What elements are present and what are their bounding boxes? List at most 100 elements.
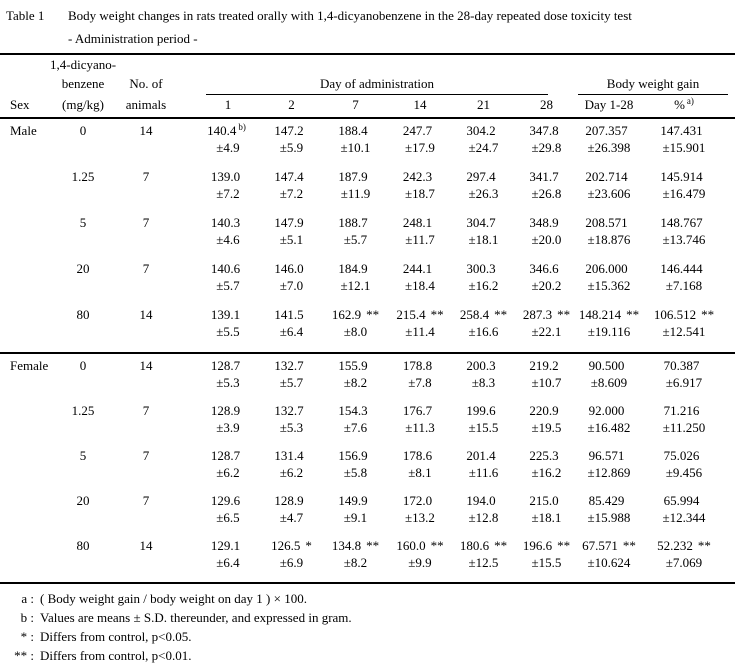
header-dose-line1: 1,4-dicyano- <box>50 57 117 72</box>
header-line-2: benzene No. of Day of administration Bod… <box>0 74 730 95</box>
significance-mark: ** <box>701 307 715 322</box>
value-cell-day7: 155.9 ±8.2 <box>323 357 388 391</box>
sd-value: ±20.0 <box>531 232 562 247</box>
sd-value: ±3.9 <box>216 420 240 435</box>
value-cell-day21: 258.4 ** ±16.6 <box>452 306 515 340</box>
footnote-b-text: Values are means ± S.D. thereunder, and … <box>40 610 352 625</box>
table-title: Body weight changes in rats treated oral… <box>68 8 632 23</box>
header-dose-line2: benzene <box>61 76 105 91</box>
value-cell-day14: 247.7 ±17.9 <box>388 122 452 156</box>
value-cell-day1: 139.1 ±5.5 <box>196 306 260 340</box>
mean-value: 244.1 <box>402 261 433 276</box>
significance-mark: ** <box>366 307 380 322</box>
value-cell-day28: 215.0 ±18.1 <box>515 492 578 526</box>
sd-value: ±6.2 <box>279 465 304 480</box>
mean-value: 304.2 <box>466 123 496 138</box>
sd-value: ±15.362 <box>587 278 631 293</box>
sd-value: ±18.7 <box>405 186 435 201</box>
sd-value: ±19.116 <box>587 324 631 339</box>
mean-value: 187.9 <box>338 169 368 184</box>
mean-value: 140.6 <box>210 261 241 276</box>
mean-value: 140.4 <box>207 123 237 138</box>
value-cell-day14: 160.0 ** ±9.9 <box>388 537 452 571</box>
mean-value: 52.232 <box>657 538 693 553</box>
sd-value: ±20.2 <box>531 278 562 293</box>
value-cell-day1: 139.0 ±7.2 <box>196 168 260 202</box>
mean-value: 248.1 <box>402 215 433 230</box>
value-cell-gain: 85.429 ±15.988 <box>578 492 640 526</box>
percent-footnote-mark: a) <box>686 95 694 106</box>
value-cell-day7: 156.9 ±5.8 <box>323 447 388 481</box>
sd-value: ±12.344 <box>662 510 706 525</box>
mean-value: 90.500 <box>588 358 625 373</box>
value-cell-day2: 132.7 ±5.7 <box>260 357 323 391</box>
value-cell-day2: 131.4 ±6.2 <box>260 447 323 481</box>
table-row: 80 14 129.1 ±6.4 126.5 * ±6.9 134.8 ** ±8.… <box>0 537 730 582</box>
sd-value: ±8.2 <box>343 375 368 390</box>
footnote-mark: b) <box>238 121 246 132</box>
sd-value: ±12.1 <box>340 278 371 293</box>
sd-value: ±11.4 <box>405 324 435 339</box>
mean-value: 200.3 <box>466 358 496 373</box>
value-cell-percent: 65.994 ±12.344 <box>640 492 728 526</box>
value-cell-day1: 129.6 ±6.5 <box>196 492 260 526</box>
footnote-rule <box>0 582 735 584</box>
sd-value: ±26.398 <box>587 140 631 155</box>
value-cell-day1: 140.6 ±5.7 <box>196 260 260 294</box>
sd-value: ±15.901 <box>662 140 706 155</box>
value-cell-day21: 304.2 ±24.7 <box>452 122 515 156</box>
mean-value: 206.000 <box>585 261 628 276</box>
header-sex: Sex <box>10 97 30 112</box>
value-cell-day21: 201.4 ±11.6 <box>452 447 515 481</box>
value-cell-percent: 70.387 ±6.917 <box>640 357 728 391</box>
animal-count: 7 <box>142 261 150 276</box>
mean-value: 156.9 <box>338 448 368 463</box>
header-day-2: 2 <box>288 97 295 112</box>
header-day-28: 28 <box>540 97 553 112</box>
sd-value: ±9.9 <box>408 555 432 570</box>
header-animals-line1: No. of <box>129 76 163 91</box>
mean-value: 141.5 <box>274 307 304 322</box>
mean-value: 131.4 <box>274 448 304 463</box>
value-cell-day14: 172.0 ±13.2 <box>388 492 452 526</box>
value-cell-day2: 132.7 ±5.3 <box>260 402 323 436</box>
table-row: Male 0 14 140.4 b) ±4.9 147.2 ±5.9 188.4 … <box>0 122 730 168</box>
mean-value: 162.9 <box>331 307 362 322</box>
mean-value: 207.357 <box>585 123 628 138</box>
mean-value: 147.9 <box>274 215 304 230</box>
dose-value: 1.25 <box>71 169 95 184</box>
header-day-1-28: Day 1-28 <box>584 97 634 112</box>
sd-value: ±7.069 <box>665 555 703 570</box>
sd-value: ±10.624 <box>587 555 631 570</box>
mean-value: 149.9 <box>338 493 368 508</box>
mean-value: 128.7 <box>210 448 241 463</box>
mean-value: 208.571 <box>585 215 628 230</box>
mean-value: 219.2 <box>529 358 559 373</box>
value-cell-day1: 128.7 ±5.3 <box>196 357 260 391</box>
mean-value: 287.3 <box>522 307 553 322</box>
sd-value: ±7.8 <box>408 375 432 390</box>
header-percent: % a) <box>640 95 728 117</box>
header-dose-unit: (mg/kg) <box>62 97 104 112</box>
sd-value: ±11.6 <box>468 465 499 480</box>
sd-value: ±15.5 <box>531 555 562 570</box>
value-cell-day1: 128.7 ±6.2 <box>196 447 260 481</box>
value-cell-day21: 300.3 ±16.2 <box>452 260 515 294</box>
section-female: Female 0 14 128.7 ±5.3 132.7 ±5.7 155.9 … <box>0 354 735 582</box>
mean-value: 132.7 <box>274 358 304 373</box>
mean-value: 129.6 <box>210 493 241 508</box>
sd-value: ±5.3 <box>279 420 304 435</box>
sex-label <box>0 402 50 419</box>
value-cell-day14: 248.1 ±11.7 <box>388 214 452 248</box>
section-divider-rule <box>0 352 735 354</box>
mean-value: 129.1 <box>210 538 241 553</box>
sd-value: ±6.2 <box>216 465 240 480</box>
sd-value: ±12.541 <box>662 324 706 339</box>
value-cell-day1: 140.3 ±4.6 <box>196 214 260 248</box>
value-cell-day7: 134.8 ** ±8.2 <box>323 537 388 571</box>
sd-value: ±7.6 <box>343 420 368 435</box>
sex-label <box>0 214 50 231</box>
sd-value: ±18.876 <box>587 232 631 247</box>
mean-value: 258.4 <box>459 307 490 322</box>
value-cell-percent: 52.232 ** ±7.069 <box>640 537 728 571</box>
